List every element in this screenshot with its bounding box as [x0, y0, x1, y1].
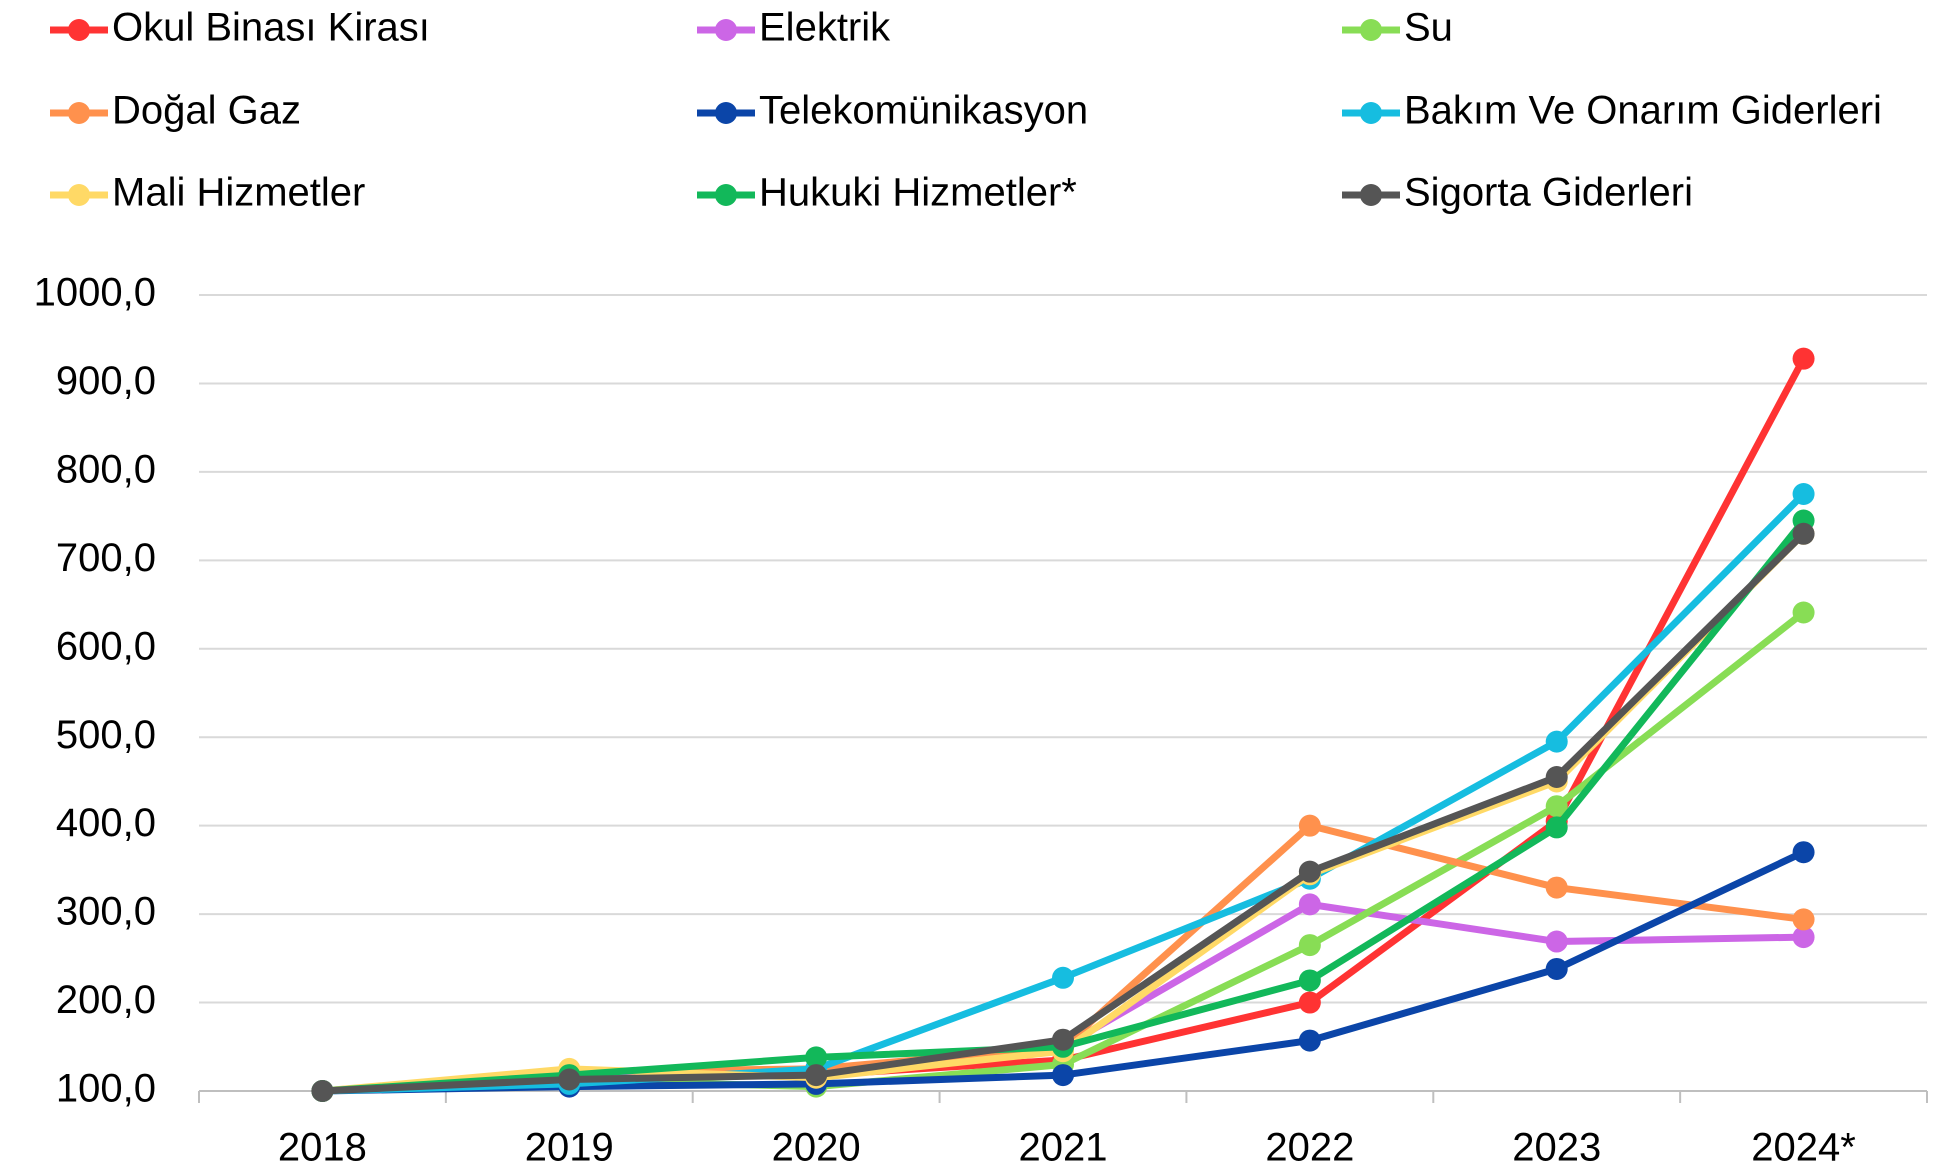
y-tick-label: 100,0 — [56, 1067, 156, 1111]
data-point — [1298, 893, 1321, 916]
y-tick-label: 400,0 — [56, 801, 156, 845]
data-point — [311, 1080, 334, 1102]
data-point — [1298, 991, 1321, 1014]
legend-label: Bakım Ve Onarım Giderleri — [1404, 89, 1882, 133]
legend-label: Elektrik — [759, 6, 891, 50]
y-tick-label: 900,0 — [56, 359, 156, 403]
x-tick-label: 2024* — [1751, 1126, 1856, 1170]
data-point — [1545, 930, 1568, 953]
series-line — [322, 609, 1806, 1095]
data-point — [558, 1068, 581, 1091]
data-point — [1298, 1029, 1321, 1052]
y-tick-label: 600,0 — [56, 624, 156, 668]
data-point — [805, 1064, 828, 1087]
data-point — [1792, 483, 1815, 505]
legend-label: Okul Binası Kirası — [112, 6, 430, 50]
legend-label: Mali Hizmetler — [112, 171, 365, 215]
x-tick-label: 2023 — [1512, 1126, 1601, 1170]
data-point — [1298, 814, 1321, 837]
data-point — [1298, 969, 1321, 992]
legend-marker — [68, 19, 90, 41]
x-tick-label: 2018 — [278, 1126, 367, 1170]
data-point — [1545, 795, 1568, 818]
x-tick-label: 2020 — [772, 1126, 861, 1170]
data-point — [805, 1046, 828, 1069]
data-point — [1792, 347, 1815, 370]
legend-marker — [68, 102, 90, 124]
data-point — [1298, 860, 1321, 883]
data-point — [1792, 841, 1815, 864]
legend-label: Doğal Gaz — [112, 89, 301, 133]
legend-marker — [68, 184, 90, 206]
legend-label: Telekomünikasyon — [759, 89, 1088, 133]
legend-label: Hukuki Hizmetler* — [759, 171, 1077, 215]
x-tick-label: 2022 — [1265, 1126, 1354, 1170]
legend-label: Su — [1404, 6, 1453, 50]
series-line — [322, 531, 1807, 1095]
y-tick-label: 800,0 — [56, 447, 156, 491]
data-point — [1052, 1028, 1074, 1051]
legend-marker — [1360, 102, 1382, 124]
x-tick-label: 2019 — [525, 1126, 614, 1170]
legend-marker — [715, 102, 737, 124]
y-tick-label: 200,0 — [56, 978, 156, 1022]
legend-marker — [1360, 19, 1382, 41]
data-point — [1545, 766, 1568, 789]
y-tick-label: 500,0 — [56, 713, 156, 757]
y-tick-label: 700,0 — [56, 536, 156, 580]
legend-marker — [715, 184, 737, 206]
data-point — [1545, 816, 1568, 839]
series-line — [322, 531, 1807, 1095]
data-point — [1545, 957, 1568, 980]
x-tick-label: 2021 — [1019, 1126, 1108, 1170]
data-point — [1792, 601, 1815, 624]
legend-marker — [1360, 184, 1382, 206]
legend-marker — [715, 19, 737, 41]
legend-label: Sigorta Giderleri — [1404, 171, 1693, 215]
data-point — [1545, 730, 1568, 753]
y-tick-label: 300,0 — [56, 890, 156, 934]
data-point — [1298, 934, 1321, 957]
series-line — [322, 518, 1807, 1095]
data-point — [1545, 876, 1568, 899]
data-point — [1792, 908, 1815, 931]
data-point — [1052, 1064, 1074, 1087]
y-tick-label: 1000,0 — [34, 271, 156, 315]
data-point — [1792, 522, 1815, 545]
data-point — [1792, 926, 1815, 949]
data-point — [1052, 966, 1074, 989]
